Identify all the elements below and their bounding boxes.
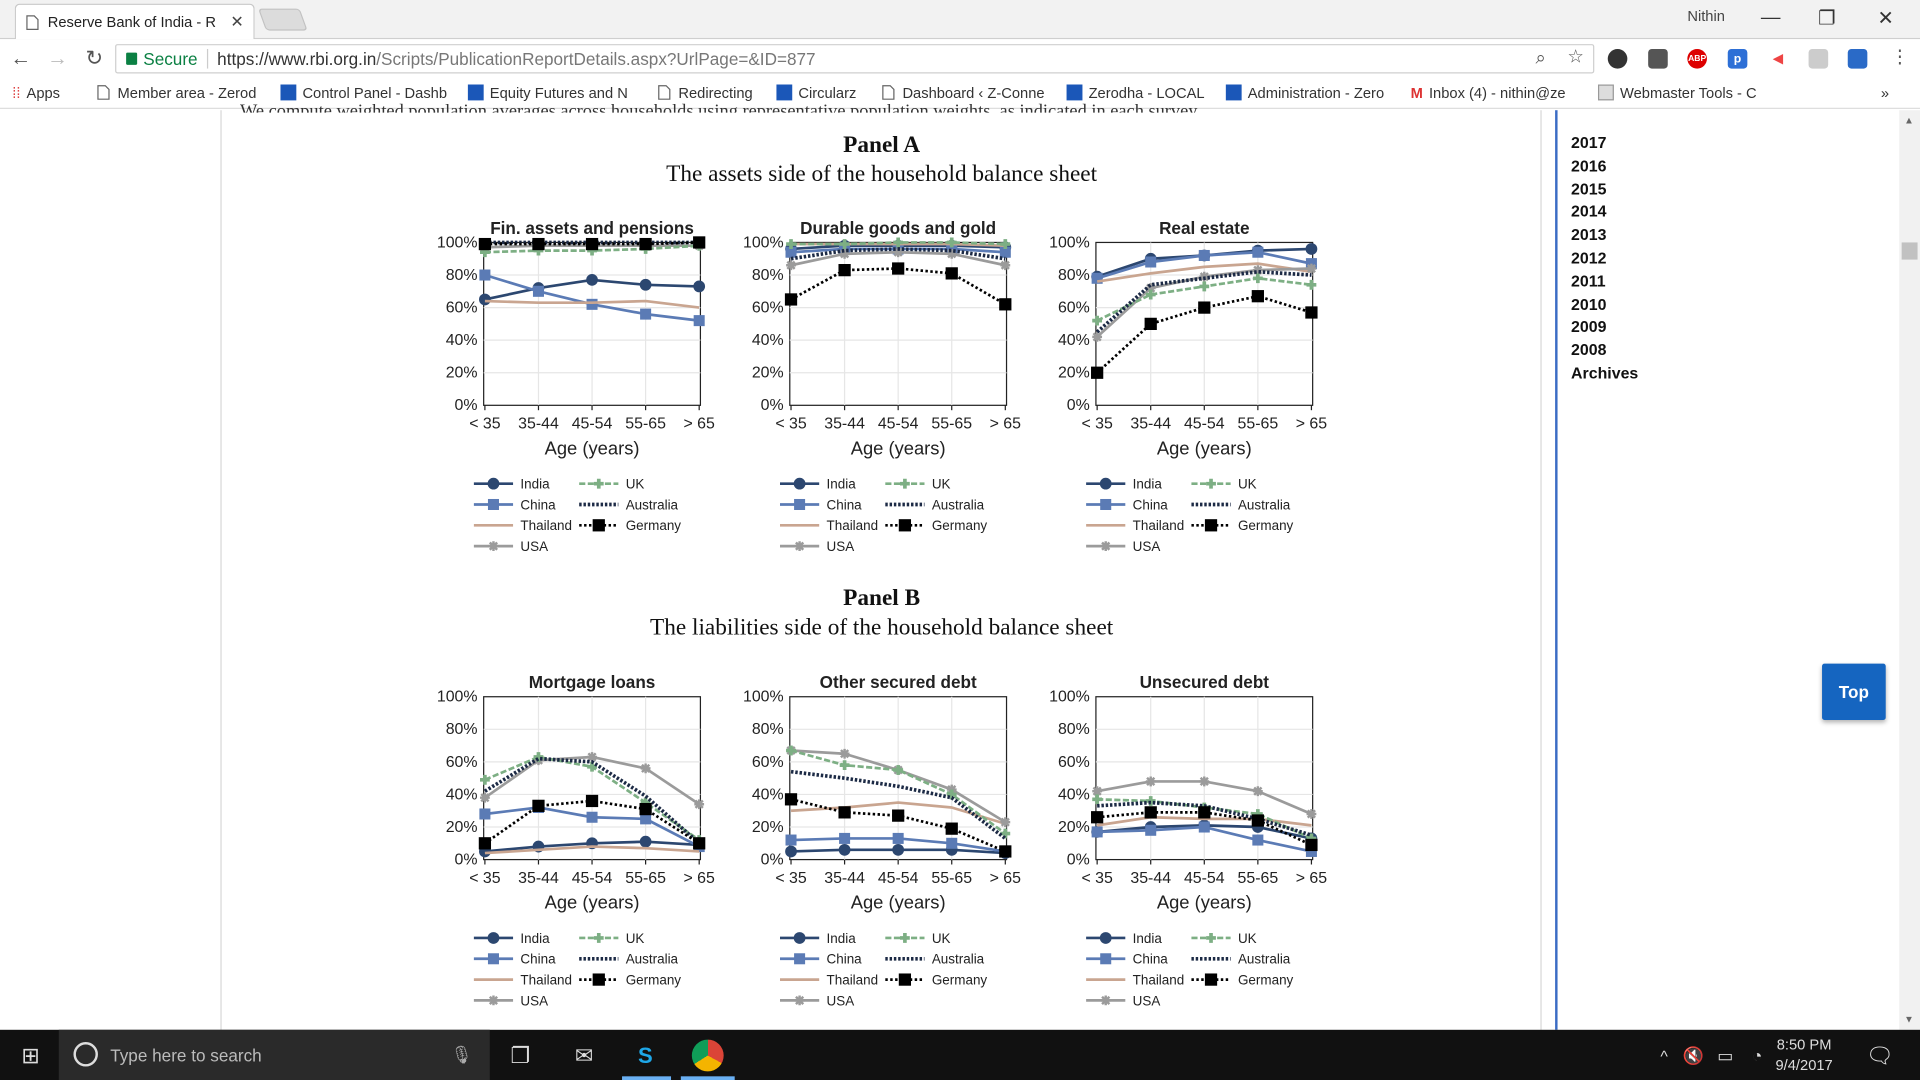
secure-indicator[interactable]: Secure [126, 48, 209, 69]
year-link[interactable]: 2013 [1571, 225, 1607, 244]
extension-grid-icon[interactable] [1808, 48, 1829, 69]
bookmark-member-area[interactable]: Member area - Zerod [96, 84, 263, 101]
cortana-icon [73, 1042, 98, 1067]
bookmark-control-panel[interactable]: Control Panel - Dashb [280, 84, 449, 101]
archives-link[interactable]: Archives [1571, 363, 1639, 383]
browser-tab[interactable]: Reserve Bank of India - R ✕ [14, 3, 255, 40]
zerodha-icon [1066, 84, 1083, 101]
url-path: /Scripts/PublicationReportDetails.aspx?U… [376, 48, 816, 69]
zerodha-icon [776, 84, 793, 101]
apps-grid-icon: ⁞⁞ [12, 83, 21, 102]
page-icon [26, 14, 39, 30]
bookmark-redirecting[interactable]: Redirecting [656, 84, 766, 101]
year-link[interactable]: 2014 [1571, 202, 1607, 221]
tab-close-icon[interactable]: ✕ [230, 12, 244, 31]
bookmark-zerodha-local[interactable]: Zerodha - LOCAL [1066, 84, 1211, 101]
tab-title: Reserve Bank of India - R [47, 13, 217, 31]
profile-name[interactable]: Nithin [1687, 7, 1725, 25]
page-icon [658, 85, 671, 100]
notifications-icon[interactable]: 🗨 [1865, 1042, 1894, 1068]
show-hidden-icons[interactable]: ^ [1660, 1046, 1668, 1065]
top-button[interactable]: Top [1822, 663, 1886, 721]
panel-b-title: Panel B [843, 585, 921, 612]
reload-icon[interactable]: ↻ [85, 45, 104, 70]
bookmarks-bar: ⁞⁞ Apps Member area - Zerod Control Panel… [0, 77, 1920, 109]
skype-icon[interactable]: S [637, 1042, 653, 1068]
microphone-icon[interactable]: 🎙 [450, 1044, 473, 1065]
extension-arrow-icon[interactable]: ◀ [1768, 48, 1788, 69]
gmail-icon: M [1410, 83, 1423, 102]
close-window-icon[interactable]: ✕ [1877, 8, 1894, 30]
new-tab-button[interactable] [258, 8, 308, 31]
year-archive-list: 2017 2016 2015 2014 2013 2012 2011 2010 … [1571, 132, 1638, 385]
extension-shield-icon[interactable] [1648, 48, 1668, 69]
bookmark-administration[interactable]: Administration - Zero [1225, 84, 1395, 101]
menu-icon[interactable]: ⋮ [1890, 46, 1909, 68]
year-link[interactable]: 2017 [1571, 133, 1607, 152]
task-view-icon[interactable]: ❐ [510, 1042, 531, 1068]
taskbar-search[interactable]: Type here to search 🎙 [58, 1029, 490, 1080]
forward-icon[interactable]: → [47, 45, 68, 70]
zerodha-icon [1225, 84, 1242, 101]
panel-a-title: Panel A [843, 132, 921, 158]
year-link[interactable]: 2015 [1571, 179, 1607, 198]
mail-icon[interactable]: ✉ [574, 1042, 594, 1068]
extension-blue-icon[interactable] [1847, 48, 1868, 69]
sidebar-divider [1555, 110, 1558, 1030]
bookmark-dashboard[interactable]: Dashboard ‹ Z-Conne [880, 84, 1049, 101]
scroll-up-icon[interactable]: ▲ [1904, 115, 1914, 127]
bookmark-equity-futures[interactable]: Equity Futures and N [467, 84, 637, 101]
windows-start-icon[interactable]: ⊞ [21, 1042, 40, 1068]
bookmark-inbox[interactable]: M Inbox (4) - nithin@ze [1410, 83, 1566, 102]
address-bar[interactable]: Secure https://www.rbi.org.in/Scripts/Pu… [115, 44, 1595, 74]
more-bookmarks-icon[interactable]: » [1880, 83, 1890, 102]
tab-strip: Reserve Bank of India - R ✕ Nithin — ❐ ✕ [0, 0, 1920, 40]
content-right-border [1540, 110, 1542, 1030]
zerodha-icon [467, 84, 484, 101]
scroll-down-icon[interactable]: ▼ [1904, 1013, 1914, 1025]
page-icon [882, 85, 895, 100]
volume-mute-icon[interactable]: 🔇 [1682, 1045, 1705, 1065]
browser-toolbar: ← → ↻ [0, 39, 1920, 78]
bookmark-webmaster[interactable]: Webmaster Tools - C [1597, 84, 1769, 101]
restore-icon[interactable]: ❐ [1818, 8, 1836, 30]
wifi-icon[interactable]: ◔ [1751, 1045, 1763, 1066]
year-link[interactable]: 2012 [1571, 248, 1607, 267]
zoom-icon[interactable]: ⌕ [1535, 47, 1546, 69]
url-host: https://www.rbi.org.in [217, 48, 377, 69]
year-link[interactable]: 2009 [1571, 317, 1607, 336]
bookmark-star-icon[interactable]: ☆ [1567, 46, 1584, 68]
battery-icon[interactable]: ▭ [1717, 1045, 1734, 1065]
content-left-border [220, 110, 222, 1030]
minimize-icon[interactable]: — [1760, 7, 1781, 29]
chrome-active-indicator [680, 1076, 735, 1080]
extension-dark-icon[interactable] [1607, 48, 1628, 69]
year-link[interactable]: 2016 [1571, 156, 1607, 175]
bookmark-circularz[interactable]: Circularz [776, 84, 874, 101]
scrollbar[interactable]: ▲ ▼ [1899, 110, 1920, 1030]
webmaster-icon [1597, 84, 1614, 101]
year-link[interactable]: 2010 [1571, 294, 1607, 313]
year-link[interactable]: 2011 [1571, 271, 1606, 290]
year-link[interactable]: 2008 [1571, 340, 1607, 359]
panel-b-subtitle: The liabilities side of the household ba… [650, 614, 1114, 641]
taskbar: ⊞ Type here to search 🎙 ❐ ✉ S ^ 🔇 ▭ ◔ 8:… [0, 1029, 1920, 1080]
scroll-thumb[interactable] [1901, 242, 1918, 260]
taskbar-clock[interactable]: 8:50 PM 9/4/2017 [1775, 1035, 1833, 1074]
adblock-icon[interactable]: ABP [1687, 48, 1707, 69]
page-icon [97, 85, 110, 100]
bookmark-apps[interactable]: ⁞⁞ Apps [12, 83, 61, 102]
cut-off-text: We compute weighted population averages … [240, 101, 1201, 113]
extension-p-icon[interactable]: p [1727, 48, 1748, 69]
chrome-icon[interactable] [691, 1039, 724, 1072]
skype-active-indicator [622, 1076, 672, 1080]
zerodha-icon [280, 84, 297, 101]
panel-a-subtitle: The assets side of the household balance… [666, 161, 1098, 188]
back-icon[interactable]: ← [10, 45, 32, 70]
lock-icon [126, 52, 138, 65]
